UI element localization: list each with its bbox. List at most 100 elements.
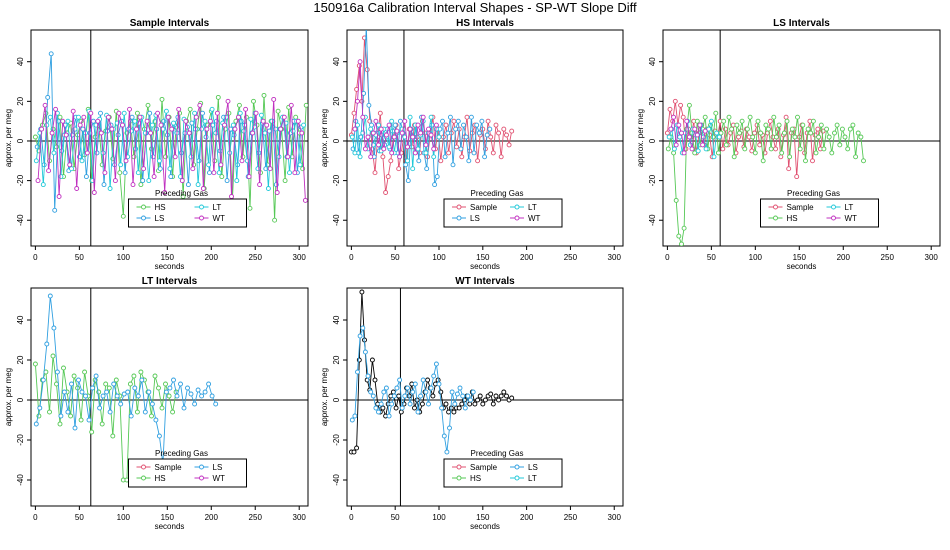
legend-swatch-point	[141, 215, 146, 221]
data-point	[274, 190, 280, 195]
data-point	[357, 154, 363, 160]
legend-swatch-point	[514, 475, 520, 481]
data-point	[789, 126, 795, 132]
data-point	[467, 401, 473, 407]
data-point	[694, 132, 700, 138]
legend-entry-sample: Sample	[787, 203, 815, 212]
y-tick-label: 40	[332, 315, 341, 324]
data-point	[440, 118, 445, 124]
x-tick-label: 200	[837, 253, 851, 262]
data-point	[829, 150, 835, 156]
y-tick-label: 20	[16, 96, 25, 105]
data-point	[706, 126, 712, 132]
data-point	[163, 108, 169, 114]
data-point	[37, 130, 43, 136]
data-point	[110, 433, 116, 439]
data-point	[438, 158, 444, 164]
data-point	[140, 178, 146, 184]
y-tick-label: -20	[332, 434, 341, 446]
data-point	[83, 174, 89, 180]
data-point	[53, 106, 59, 112]
data-point	[162, 190, 168, 195]
plot-frame	[346, 29, 624, 247]
data-point	[370, 130, 376, 136]
data-point	[152, 373, 158, 379]
data-point	[106, 385, 112, 391]
data-point	[430, 393, 436, 399]
data-point	[694, 118, 700, 124]
data-point	[428, 132, 434, 138]
data-point	[206, 162, 212, 168]
data-point	[137, 114, 143, 120]
data-point	[44, 122, 50, 128]
data-point	[490, 401, 496, 407]
x-tick-label: 0	[349, 513, 354, 522]
y-tick-label: -40	[332, 474, 341, 486]
x-tick-label: 150	[476, 253, 490, 262]
data-point	[185, 385, 190, 391]
x-axis-label: seconds	[155, 522, 185, 531]
data-point	[794, 174, 800, 180]
data-point	[125, 389, 131, 395]
data-point	[248, 116, 254, 122]
data-point	[99, 421, 105, 427]
panel-title: LT Intervals	[142, 276, 198, 287]
data-point	[355, 369, 360, 375]
data-point	[824, 126, 830, 132]
y-tick-label: 40	[16, 57, 25, 66]
data-point	[116, 110, 122, 116]
data-point	[107, 186, 113, 191]
data-point	[399, 130, 405, 136]
data-point	[45, 94, 51, 100]
x-tick-label: 150	[161, 253, 175, 262]
data-point	[364, 24, 368, 28]
data-point	[150, 154, 156, 160]
data-point	[94, 150, 100, 156]
data-point	[202, 118, 208, 124]
data-point	[48, 51, 54, 57]
data-point	[476, 130, 482, 136]
data-point	[51, 150, 57, 156]
data-point	[471, 150, 477, 156]
data-point	[731, 154, 737, 160]
data-point	[69, 132, 75, 138]
x-tick-label: 300	[293, 513, 307, 522]
data-point	[262, 130, 268, 136]
data-point	[58, 174, 64, 180]
x-tick-label: 100	[432, 513, 446, 522]
x-tick-label: 50	[75, 513, 84, 522]
data-point	[359, 289, 365, 295]
data-point	[815, 126, 821, 132]
legend-entry-hs: HS	[470, 474, 481, 483]
data-point	[121, 391, 127, 397]
data-point	[355, 98, 360, 104]
data-point	[352, 126, 358, 132]
data-point	[354, 445, 360, 451]
plot-frame	[30, 287, 309, 507]
x-tick-label: 0	[33, 513, 38, 522]
data-point	[454, 391, 460, 397]
data-point	[726, 114, 732, 120]
data-point	[132, 118, 138, 124]
data-point	[349, 134, 355, 140]
data-point	[676, 233, 682, 239]
y-axis-label: approx. per meg	[4, 109, 13, 167]
series-group	[348, 289, 515, 455]
data-point	[504, 393, 509, 399]
data-point	[287, 170, 292, 176]
data-point	[487, 126, 493, 132]
data-point	[752, 150, 758, 156]
series-group	[664, 98, 866, 246]
data-point	[247, 205, 253, 211]
data-point	[416, 158, 422, 164]
data-point	[431, 146, 437, 152]
data-point	[767, 118, 773, 124]
data-point	[424, 166, 430, 172]
figure-title: 150916a Calibration Interval Shapes - SP…	[313, 0, 637, 15]
data-point	[702, 128, 708, 134]
data-point	[58, 413, 64, 419]
x-tick-label: 250	[249, 253, 263, 262]
data-point	[186, 130, 192, 136]
data-point	[399, 405, 405, 411]
data-point	[272, 217, 278, 223]
